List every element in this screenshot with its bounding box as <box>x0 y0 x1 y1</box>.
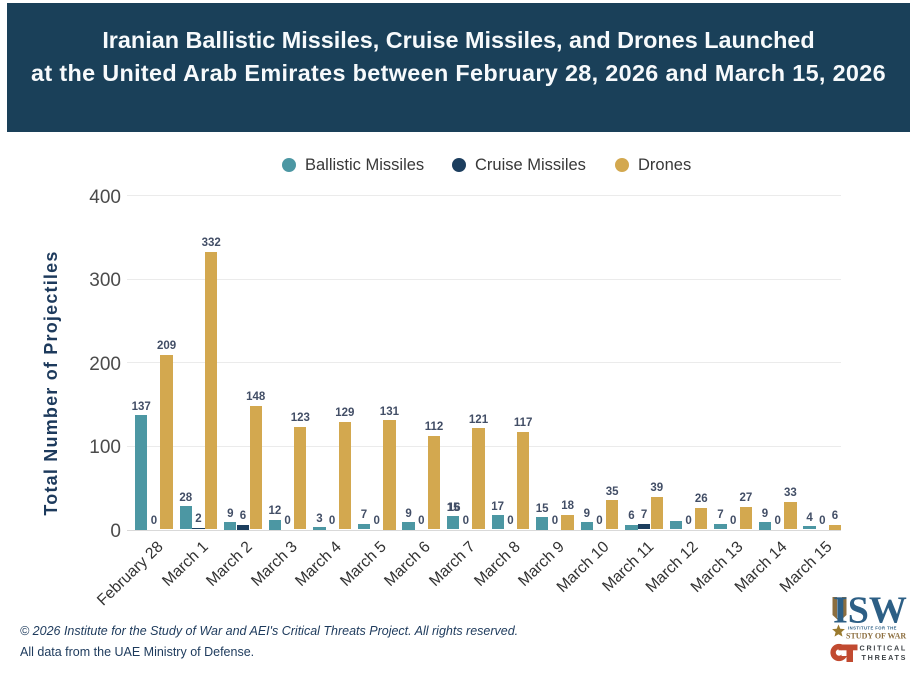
svg-text:STUDY OF WAR: STUDY OF WAR <box>846 632 906 641</box>
svg-text:ISW: ISW <box>833 590 907 632</box>
svg-text:CRITICAL: CRITICAL <box>860 644 908 653</box>
svg-text:THREATS: THREATS <box>862 653 908 662</box>
svg-text:INSTITUTE FOR THE: INSTITUTE FOR THE <box>848 626 897 631</box>
